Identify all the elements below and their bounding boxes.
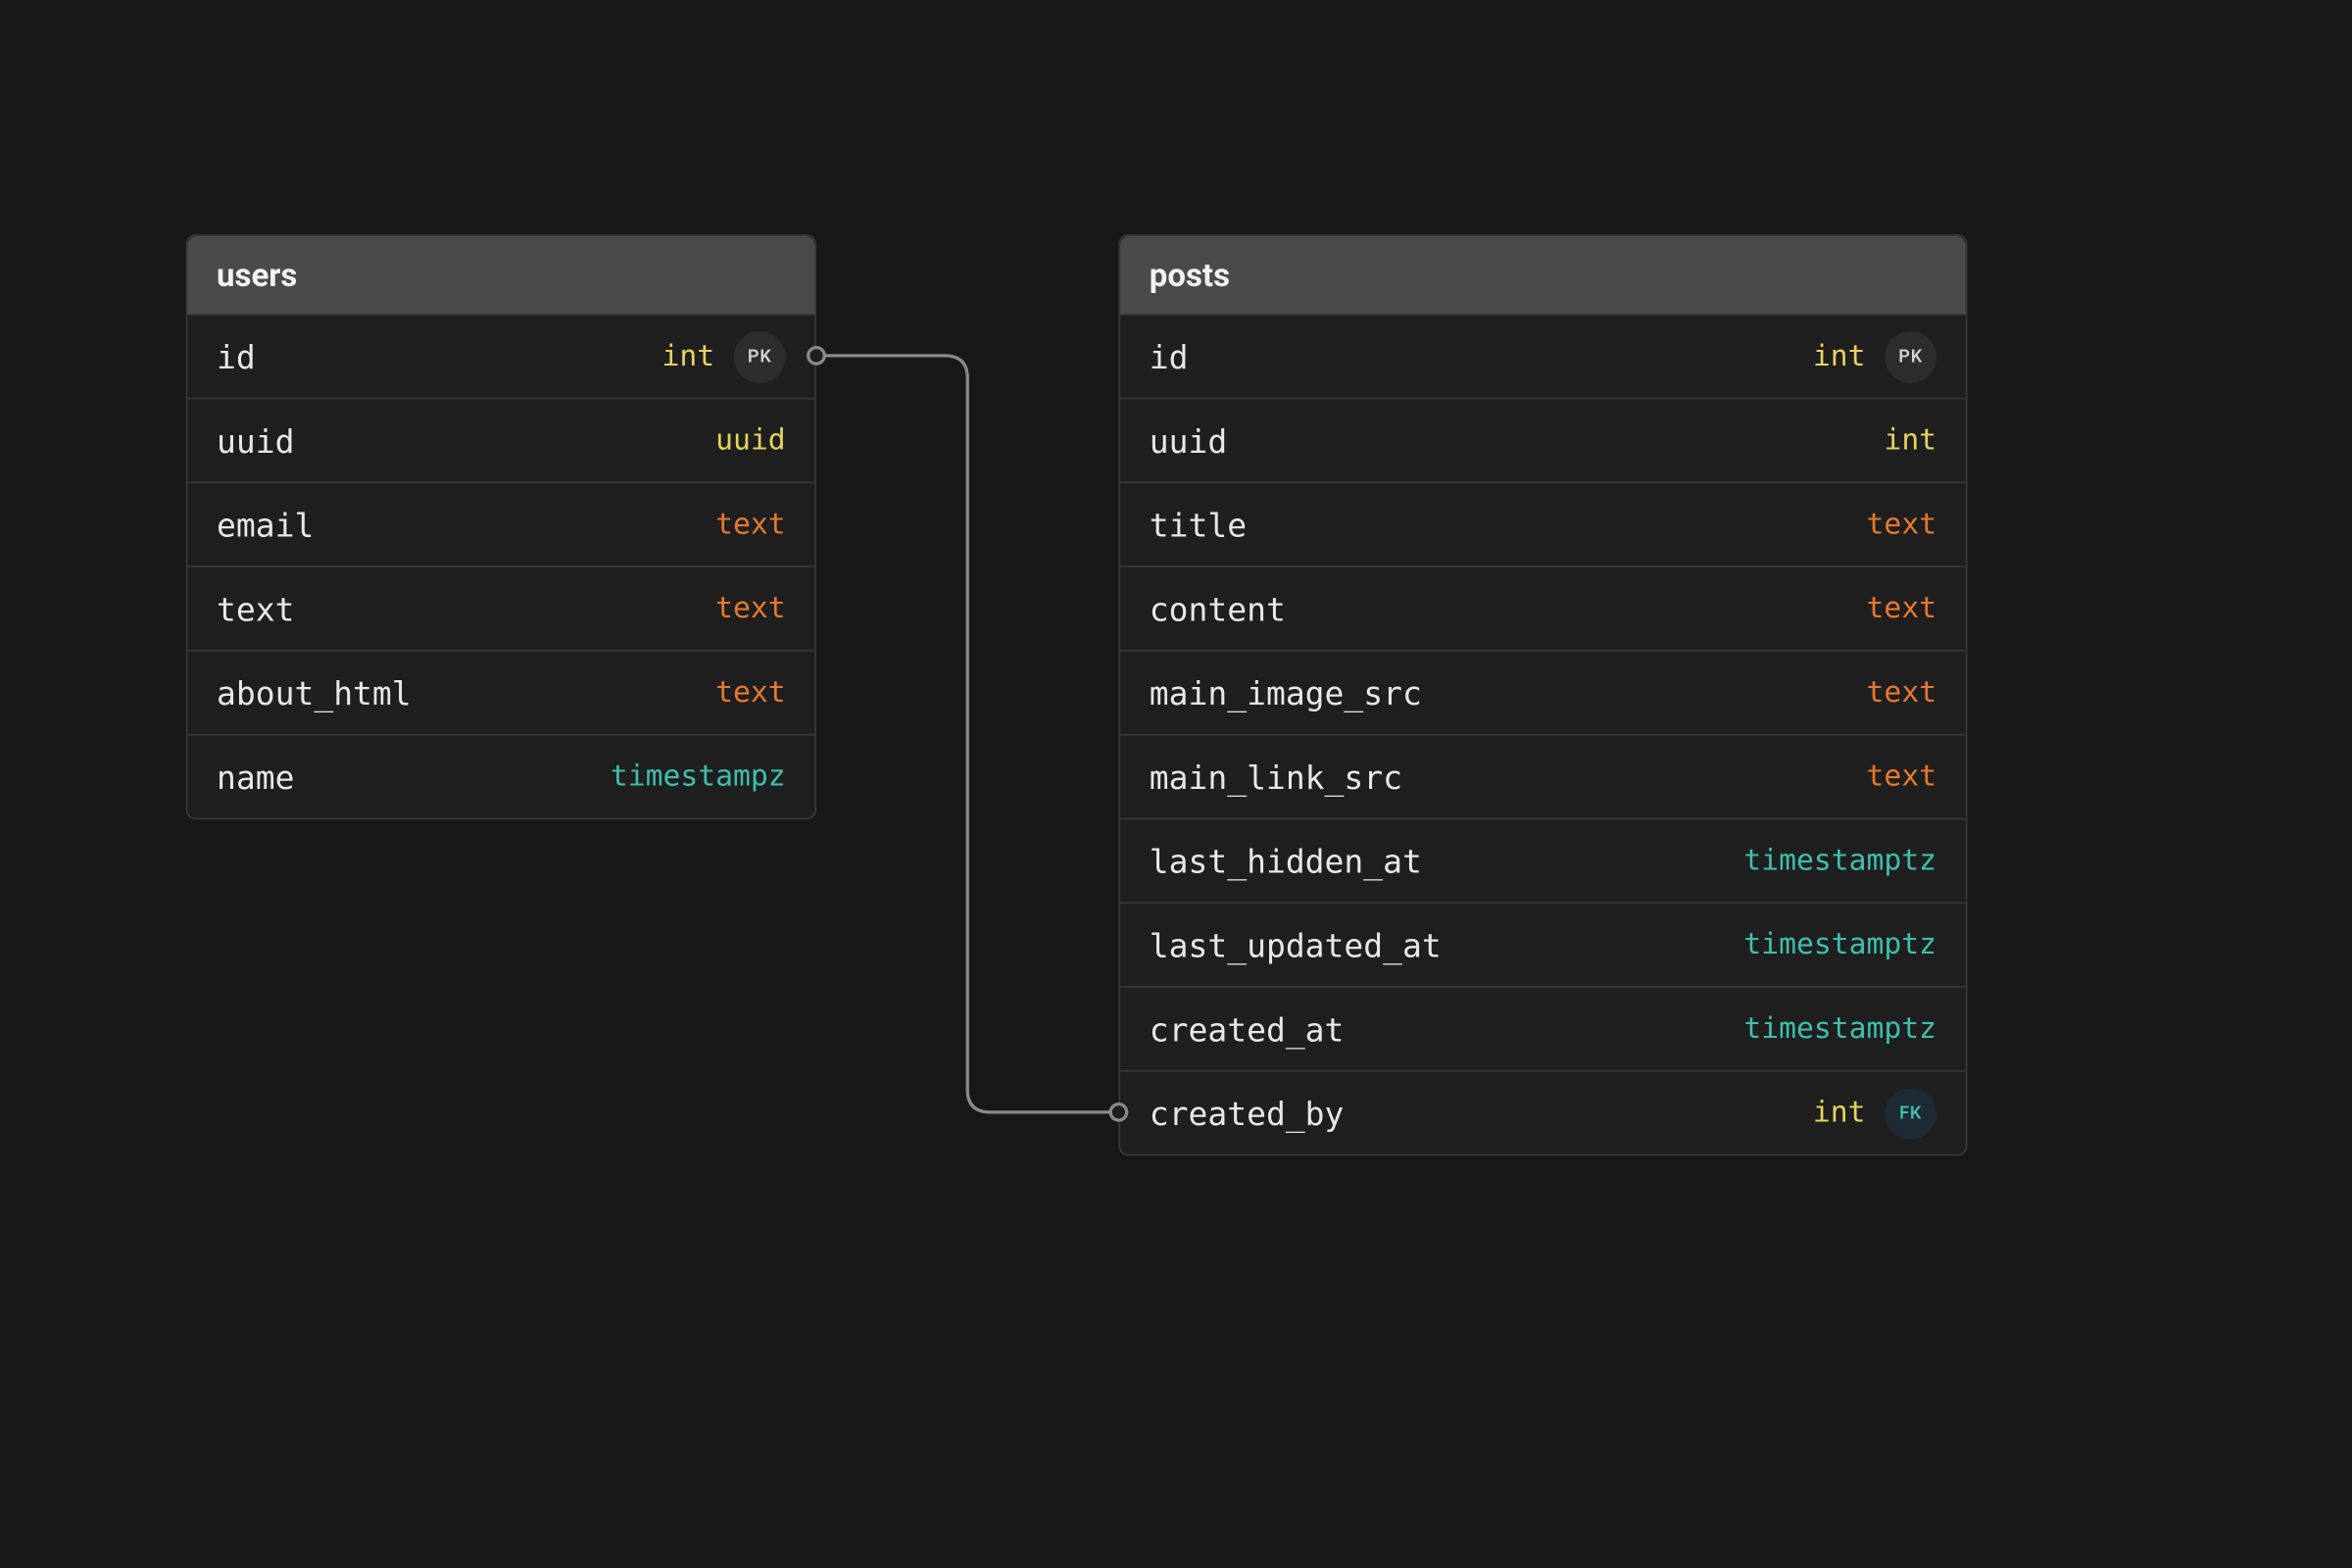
column-row-id[interactable]: id int PK bbox=[1120, 314, 1966, 398]
column-row-content[interactable]: content text bbox=[1120, 565, 1966, 650]
column-type: timestamptz bbox=[1743, 844, 1936, 878]
edge-endpoint-icon bbox=[1109, 1102, 1129, 1122]
column-name: uuid bbox=[217, 421, 294, 461]
column-row-created_by[interactable]: created_by int FK bbox=[1120, 1070, 1966, 1154]
column-type: text bbox=[1867, 675, 1937, 710]
edge-endpoint-icon bbox=[807, 346, 826, 366]
column-name: text bbox=[217, 589, 294, 628]
column-row-uuid[interactable]: uuid uuid bbox=[187, 398, 814, 482]
column-row-name[interactable]: name timestampz bbox=[187, 734, 814, 818]
column-name: name bbox=[217, 758, 294, 797]
column-name: created_at bbox=[1150, 1009, 1345, 1049]
column-type: uuid bbox=[715, 423, 786, 458]
column-type: int bbox=[1884, 423, 1936, 458]
table-posts[interactable]: postsidintPKuuidinttitletextcontenttextm… bbox=[1118, 234, 1967, 1155]
column-row-text[interactable]: text text bbox=[187, 565, 814, 650]
column-type: timestamptz bbox=[1743, 928, 1936, 962]
column-type: text bbox=[1867, 508, 1937, 542]
column-name: content bbox=[1150, 589, 1286, 628]
column-name: id bbox=[217, 337, 256, 376]
column-row-last_hidden_at[interactable]: last_hidden_at timestamptz bbox=[1120, 818, 1966, 903]
column-row-title[interactable]: title text bbox=[1120, 482, 1966, 566]
primary-key-badge: PK bbox=[734, 330, 786, 382]
column-name: last_hidden_at bbox=[1150, 842, 1422, 881]
column-name: about_html bbox=[217, 673, 412, 712]
column-row-last_updated_at[interactable]: last_updated_at timestamptz bbox=[1120, 902, 1966, 986]
column-name: uuid bbox=[1150, 421, 1227, 461]
table-title: users bbox=[187, 236, 814, 314]
column-row-about_html[interactable]: about_html text bbox=[187, 650, 814, 734]
column-type: text bbox=[715, 508, 786, 542]
foreign-key-badge: FK bbox=[1885, 1087, 1936, 1139]
column-row-main_image_src[interactable]: main_image_src text bbox=[1120, 650, 1966, 734]
column-row-main_link_src[interactable]: main_link_src text bbox=[1120, 734, 1966, 818]
column-type: int bbox=[662, 339, 714, 373]
primary-key-badge: PK bbox=[1885, 330, 1936, 382]
column-row-created_at[interactable]: created_at timestamptz bbox=[1120, 986, 1966, 1070]
column-name: main_image_src bbox=[1150, 673, 1422, 712]
column-type: int bbox=[1813, 1096, 1866, 1130]
column-type: timestamptz bbox=[1743, 1012, 1936, 1047]
column-row-uuid[interactable]: uuid int bbox=[1120, 398, 1966, 482]
column-type: text bbox=[1867, 592, 1937, 626]
table-title: posts bbox=[1120, 236, 1966, 314]
column-type: int bbox=[1813, 339, 1866, 373]
column-row-email[interactable]: email text bbox=[187, 482, 814, 566]
column-type: text bbox=[715, 592, 786, 626]
column-name: title bbox=[1150, 505, 1247, 544]
column-name: id bbox=[1150, 337, 1189, 376]
column-type: text bbox=[715, 675, 786, 710]
table-users[interactable]: usersidintPKuuiduuidemailtexttexttextabo… bbox=[186, 234, 816, 819]
column-name: created_by bbox=[1150, 1094, 1345, 1133]
column-type: timestampz bbox=[611, 760, 786, 794]
er-diagram-canvas: usersidintPKuuiduuidemailtexttexttextabo… bbox=[0, 0, 2352, 1568]
column-name: email bbox=[217, 505, 314, 544]
column-type: text bbox=[1867, 760, 1937, 794]
column-name: main_link_src bbox=[1150, 758, 1402, 797]
column-row-id[interactable]: id int PK bbox=[187, 314, 814, 398]
column-name: last_updated_at bbox=[1150, 925, 1442, 964]
